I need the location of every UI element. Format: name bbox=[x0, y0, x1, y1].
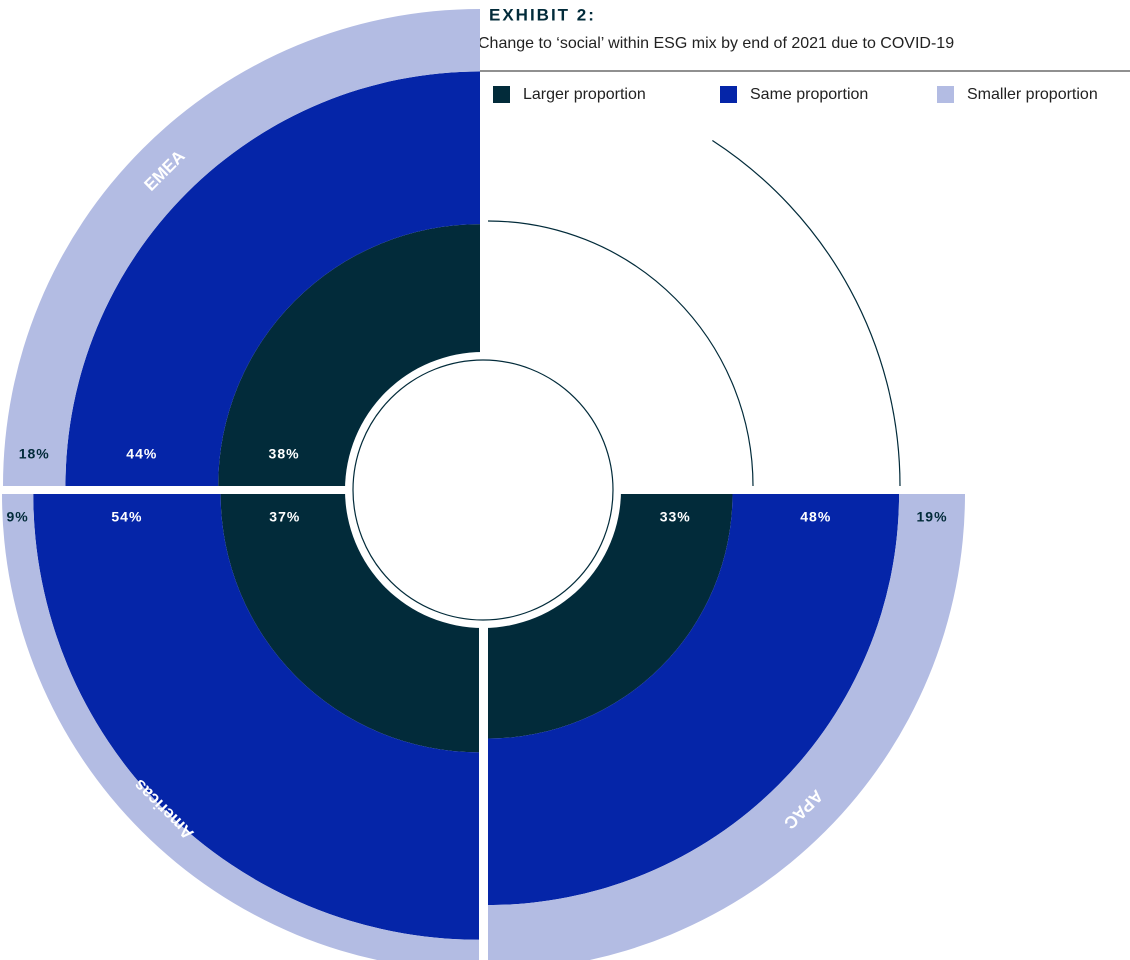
hole bbox=[345, 352, 621, 628]
value-label: 9% bbox=[6, 509, 28, 525]
segment bbox=[33, 494, 479, 940]
legend-label: Same proportion bbox=[750, 86, 868, 103]
segment bbox=[488, 494, 900, 906]
legend-swatch bbox=[493, 86, 510, 103]
value-label: 18% bbox=[19, 446, 50, 462]
segment bbox=[488, 494, 965, 960]
value-label: 38% bbox=[269, 446, 300, 462]
value-label: 44% bbox=[126, 446, 157, 462]
segment bbox=[2, 494, 479, 960]
legend-swatch bbox=[937, 86, 954, 103]
value-label: 48% bbox=[800, 509, 831, 525]
value-label: 54% bbox=[111, 509, 142, 525]
chart-subtitle: Change to ‘social’ within ESG mix by end… bbox=[478, 35, 954, 52]
value-label: 33% bbox=[660, 509, 691, 525]
outline-arc bbox=[712, 139, 901, 487]
hole-outline bbox=[352, 359, 614, 621]
legend-label: Smaller proportion bbox=[967, 86, 1098, 103]
outline-arc bbox=[487, 220, 754, 487]
segment bbox=[65, 71, 481, 487]
value-label: 19% bbox=[917, 509, 948, 525]
segment bbox=[3, 9, 480, 486]
segment bbox=[220, 494, 480, 753]
value-label: 37% bbox=[269, 509, 300, 525]
segment bbox=[218, 224, 480, 486]
chart-title: EXHIBIT 2: bbox=[489, 5, 596, 24]
segment bbox=[488, 494, 733, 739]
legend-label: Larger proportion bbox=[523, 86, 646, 103]
legend-swatch bbox=[720, 86, 737, 103]
